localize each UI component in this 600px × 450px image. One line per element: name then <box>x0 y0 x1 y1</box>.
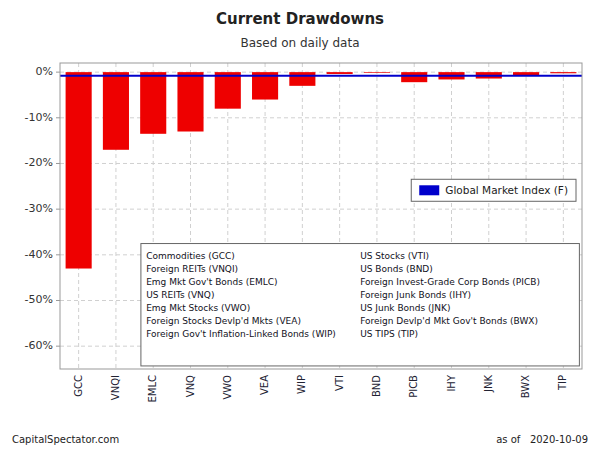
annotation: US Junk Bonds (JNK) <box>360 303 450 313</box>
y-tick-label: 0% <box>36 65 53 78</box>
annotation: Emg Mkt Gov't Bonds (EMLC) <box>146 277 277 287</box>
annotation: Commodities (GCC) <box>146 251 235 261</box>
annotation: US REITs (VNQ) <box>146 290 214 300</box>
footer: as of 2020-10-09 <box>496 434 588 445</box>
x-tick-label: BND <box>371 375 382 397</box>
x-tick-label: VTI <box>334 375 345 391</box>
y-axis: 0% -10% -20% -30% -40% -50% -60% <box>25 65 60 352</box>
bar <box>177 72 203 131</box>
annotation-frame <box>141 244 579 366</box>
y-tick-label: -20% <box>25 156 53 169</box>
y-tick <box>56 254 60 255</box>
y-tick <box>56 117 60 118</box>
x-tick-label: VWO <box>222 375 233 400</box>
annotation-box: Commodities (GCC) Foreign REITs (VNQI) Emg… <box>141 244 579 366</box>
y-tick <box>56 72 60 73</box>
grid-line-y <box>60 209 582 210</box>
x-axis: GCC VNQI EMLC VNQ VWO VEA WIP VTI BND PICB IHY JNK B… <box>73 374 569 402</box>
chart: Current Drawdowns Based on daily data 0% -1… <box>0 0 600 450</box>
annotation: US Bonds (BND) <box>360 264 433 274</box>
grid-line-y <box>60 163 582 164</box>
x-tick-label: GCC <box>73 375 84 397</box>
annotation: Foreign REITs (VNQI) <box>146 264 238 274</box>
bar <box>327 72 353 74</box>
x-tick-label: VNQI <box>110 375 121 400</box>
x-tick-label: VNQ <box>185 375 196 397</box>
y-tick-label: -40% <box>25 248 53 261</box>
subtitle: Based on daily data <box>241 36 360 50</box>
bar <box>140 72 166 134</box>
reference-line <box>60 75 582 77</box>
x-tick-label: VEA <box>259 375 270 395</box>
y-tick <box>56 346 60 347</box>
annotation: Foreign Stocks Devlp'd Mkts (VEA) <box>146 316 301 326</box>
bar <box>364 72 390 74</box>
footer: CapitalSpectator.com <box>12 434 119 445</box>
x-tick-label: BWX <box>520 375 531 398</box>
bar <box>215 72 241 109</box>
bar <box>289 72 315 86</box>
bar <box>550 72 576 73</box>
y-tick-label: -30% <box>25 202 53 215</box>
y-tick-label: -50% <box>25 293 53 306</box>
x-tick-label: JNK <box>483 375 494 393</box>
x-tick-label: WIP <box>296 375 307 394</box>
annotation: Foreign Gov't Inflation-Linked Bonds (WI… <box>146 329 336 339</box>
x-tick-label: EMLC <box>147 375 158 403</box>
annotation: Foreign Invest-Grade Corp Bonds (PICB) <box>360 277 540 287</box>
plot-frame <box>60 63 582 369</box>
grid-line-y <box>60 72 582 73</box>
bar <box>103 72 129 150</box>
grid-line-y <box>60 117 582 118</box>
annotation: US TIPS (TIP) <box>360 329 418 339</box>
y-tick-label: -10% <box>25 111 53 124</box>
annotation: Emg Mkt Stocks (VWO) <box>146 303 250 313</box>
y-tick <box>56 209 60 210</box>
marks <box>60 72 582 268</box>
annotation: Foreign Junk Bonds (IHY) <box>360 290 471 300</box>
grid <box>60 63 582 369</box>
x-tick-label: TIP <box>557 375 568 391</box>
annotation: Foreign Devlp'd Mkt Gov't Bonds (BWX) <box>360 316 538 326</box>
title: Current Drawdowns <box>216 10 384 28</box>
y-tick <box>56 163 60 164</box>
x-tick-label: PICB <box>408 375 419 398</box>
bar <box>66 72 92 268</box>
y-tick-label: -60% <box>25 339 53 352</box>
annotation: US Stocks (VTI) <box>360 251 429 261</box>
legend-swatch <box>419 185 439 195</box>
legend-label: Global Market Index (F) <box>445 184 568 196</box>
x-tick-label: IHY <box>446 374 457 391</box>
legend-frame <box>411 179 576 201</box>
y-tick <box>56 300 60 301</box>
bar <box>401 72 427 82</box>
legend: Global Market Index (F) <box>411 179 576 201</box>
